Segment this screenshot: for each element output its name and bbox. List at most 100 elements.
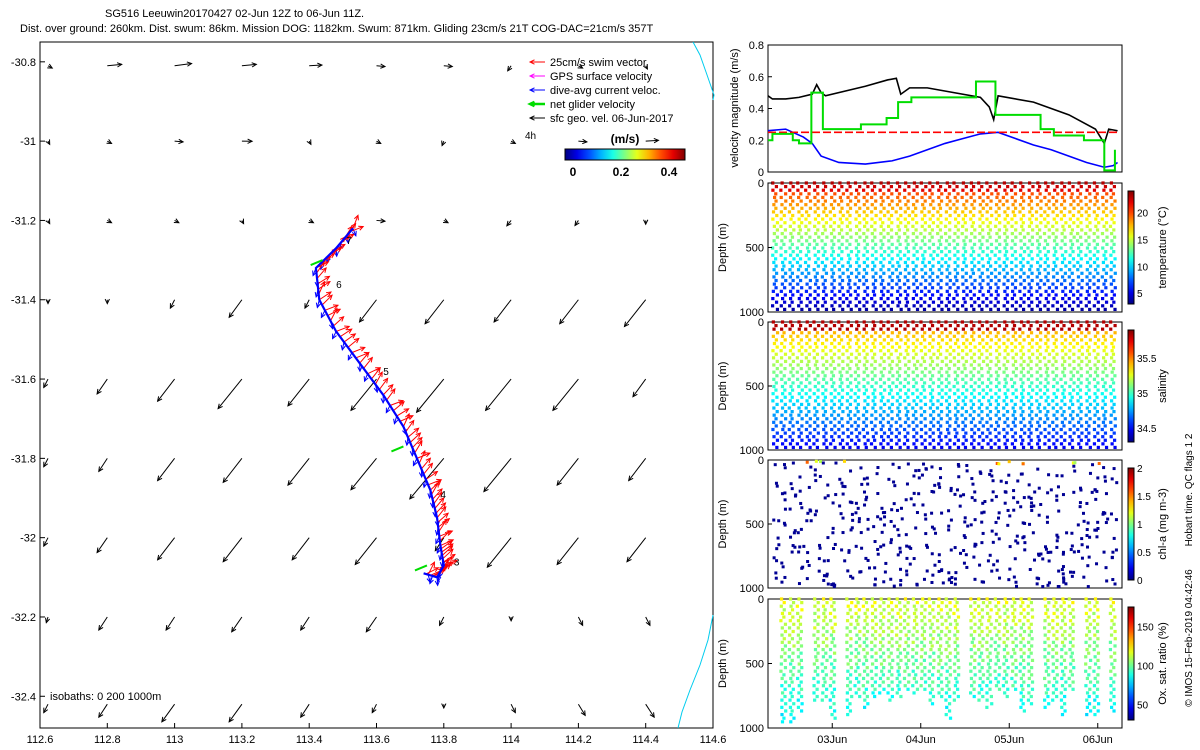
- oxygen-point: [832, 601, 836, 605]
- temperature-point: [833, 293, 837, 297]
- salinity-point: [813, 327, 817, 331]
- temperature-point: [954, 217, 958, 221]
- temperature-point: [1039, 278, 1043, 283]
- chla-point: [866, 482, 870, 486]
- temperature-point: [871, 239, 875, 243]
- temperature-point: [1013, 185, 1017, 189]
- salinity-point: [962, 341, 966, 346]
- temperature-point: [1019, 268, 1023, 272]
- swim-vector-arrow: [359, 351, 370, 364]
- salinity-point: [787, 406, 791, 410]
- chla-point: [889, 519, 893, 523]
- salinity-point: [837, 420, 841, 424]
- temperature-point: [1036, 260, 1040, 265]
- temperature-point: [887, 268, 891, 272]
- temperature-point: [1092, 231, 1096, 236]
- temperature-point: [862, 275, 866, 279]
- surface-velocity-arrow-head: [45, 298, 51, 305]
- dac-arrow: [363, 373, 369, 383]
- oxygen-point: [907, 680, 911, 684]
- salinity-point: [897, 431, 901, 435]
- temperature-point: [961, 181, 966, 185]
- salinity-point: [1046, 417, 1050, 421]
- salinity-point: [948, 345, 953, 349]
- temperature-point: [993, 304, 997, 308]
- temperature-point: [783, 293, 787, 297]
- oxygen-point: [870, 662, 875, 666]
- surface-velocity-arrow-shaft: [228, 299, 243, 318]
- salinity-point: [944, 384, 948, 389]
- temperature-point: [771, 188, 775, 192]
- oxygen-point: [780, 712, 784, 717]
- salinity-point: [891, 374, 895, 378]
- chla-point: [1111, 550, 1115, 554]
- chla-point: [989, 469, 993, 473]
- oxygen-point: [854, 640, 858, 644]
- oxygen-point: [828, 705, 833, 709]
- chla-point: [1016, 479, 1020, 483]
- salinity-point: [805, 363, 810, 367]
- oxygen-point: [944, 662, 948, 666]
- oxygen-point: [955, 601, 959, 605]
- temperature-point: [997, 213, 1001, 218]
- temperature-point: [890, 221, 894, 225]
- salinity-point: [964, 410, 968, 414]
- oxygen-point: [930, 687, 934, 691]
- salinity-point: [1027, 392, 1031, 396]
- oxygen-point: [792, 622, 796, 626]
- salinity-point: [1030, 402, 1034, 407]
- temperature-point: [1063, 307, 1067, 312]
- chla-point: [1044, 545, 1048, 549]
- chla-point: [906, 462, 910, 466]
- temperature-point: [944, 231, 948, 236]
- temperature-point: [1036, 239, 1040, 243]
- salinity-point: [1103, 338, 1107, 342]
- salinity-point: [808, 417, 812, 421]
- salinity-point: [985, 435, 989, 439]
- surface-velocity-arrow-shaft: [96, 378, 108, 395]
- salinity-point: [845, 442, 849, 446]
- salinity-point: [1010, 349, 1014, 353]
- salinity-point: [906, 352, 910, 356]
- salinity-point: [994, 406, 998, 410]
- salinity-point: [832, 402, 836, 407]
- chla-point: [1061, 572, 1065, 576]
- salinity-point: [961, 384, 965, 389]
- temperature-point: [911, 217, 915, 221]
- temperature-point: [978, 195, 982, 200]
- chla-point: [826, 494, 830, 498]
- salinity-point: [1101, 327, 1105, 331]
- chla-point: [1055, 539, 1059, 543]
- surface-velocity-arrow-shaft: [559, 299, 579, 325]
- chla-point: [876, 492, 880, 496]
- salinity-point: [790, 417, 794, 421]
- chla-point: [825, 574, 829, 578]
- velocity-ytick-label: 0.2: [749, 135, 764, 147]
- surface-velocity-arrow: [643, 63, 648, 71]
- salinity-point: [1019, 363, 1023, 367]
- surface-velocity-arrow: [376, 218, 387, 224]
- oxygen-point: [929, 640, 933, 644]
- temperature-point: [977, 268, 981, 272]
- temperature-point: [1109, 181, 1114, 185]
- chla-point: [948, 577, 952, 581]
- oxygen-point: [939, 608, 943, 612]
- temperature-point: [808, 235, 812, 239]
- oxygen-point: [832, 666, 836, 670]
- temperature-point: [1080, 286, 1084, 290]
- temperature-point: [824, 192, 828, 196]
- salinity-point: [855, 320, 859, 324]
- salinity-point: [1062, 374, 1067, 378]
- salinity-point: [1100, 406, 1105, 410]
- chla-point: [982, 580, 986, 584]
- chla-point: [1046, 491, 1050, 495]
- temperature-point: [947, 242, 951, 247]
- chla-point: [1079, 488, 1083, 492]
- oxygen-point: [915, 644, 919, 648]
- salinity-point: [1026, 363, 1030, 367]
- temperature-point: [821, 188, 826, 192]
- oxygen-point: [845, 640, 849, 644]
- salinity-point: [807, 331, 811, 335]
- oxygen-point: [783, 666, 788, 670]
- salinity-point: [779, 356, 784, 360]
